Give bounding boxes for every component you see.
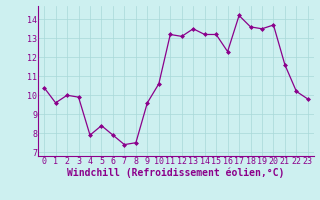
- X-axis label: Windchill (Refroidissement éolien,°C): Windchill (Refroidissement éolien,°C): [67, 168, 285, 178]
